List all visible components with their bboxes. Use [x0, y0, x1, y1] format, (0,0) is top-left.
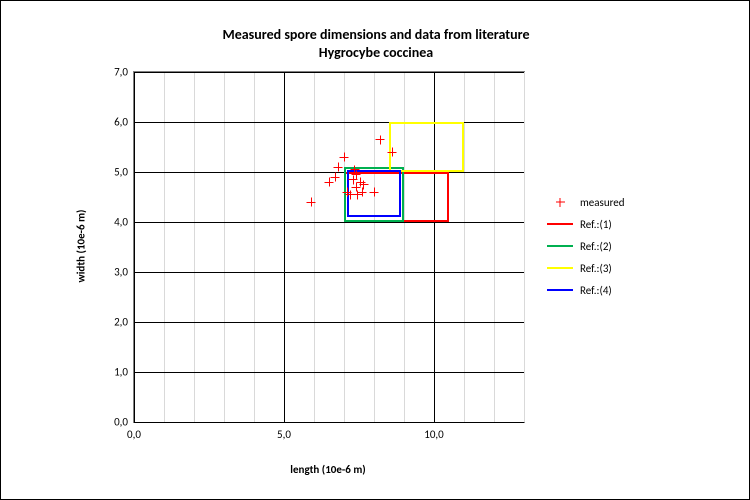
- legend-label: Ref.:(1): [580, 218, 612, 231]
- legend-item-measured: measured: [546, 191, 625, 213]
- legend: measured Ref.:(1) Ref.:(2) Ref.:(3) Ref.…: [546, 191, 625, 301]
- data-point: [376, 135, 385, 144]
- chart-frame: Measured spore dimensions and data from …: [0, 0, 750, 500]
- data-point: [359, 180, 368, 189]
- legend-item-ref4: Ref.:(4): [546, 279, 625, 301]
- chart-title: Measured spore dimensions and data from …: [51, 26, 701, 61]
- y-tick-label: 5,0: [114, 166, 128, 179]
- y-tick-label: 4,0: [114, 216, 128, 229]
- legend-item-ref1: Ref.:(1): [546, 213, 625, 235]
- data-point: [334, 163, 343, 172]
- line-icon: [546, 223, 574, 225]
- title-line-1: Measured spore dimensions and data from …: [222, 26, 529, 43]
- x-tick-label: 5,0: [277, 428, 291, 441]
- legend-label: measured: [580, 196, 625, 209]
- x-tick-label: 0,0: [127, 428, 141, 441]
- data-point: [370, 188, 379, 197]
- data-point: [307, 198, 316, 207]
- y-tick-label: 1,0: [114, 366, 128, 379]
- y-tick-label: 6,0: [114, 116, 128, 129]
- x-axis-label: length (10e-6 m): [133, 463, 523, 476]
- x-tick-label: 10,0: [424, 428, 443, 441]
- plot-area: 0,05,010,00,01,02,03,04,05,06,07,0: [133, 71, 525, 423]
- data-point: [388, 148, 397, 157]
- data-point: [331, 173, 340, 182]
- title-line-2: Hygrocybe coccinea: [319, 44, 433, 61]
- y-tick-label: 3,0: [114, 266, 128, 279]
- y-tick-label: 0,0: [114, 416, 128, 429]
- legend-item-ref2: Ref.:(2): [546, 235, 625, 257]
- chart-area: Measured spore dimensions and data from …: [51, 16, 701, 486]
- line-icon: [546, 289, 574, 291]
- legend-label: Ref.:(3): [580, 262, 612, 275]
- line-icon: [546, 267, 574, 269]
- legend-item-ref3: Ref.:(3): [546, 257, 625, 279]
- y-axis-label: width (10e-6 m): [75, 210, 88, 283]
- y-tick-label: 2,0: [114, 316, 128, 329]
- legend-label: Ref.:(4): [580, 284, 612, 297]
- ref-rect: [389, 122, 464, 172]
- data-point: [340, 153, 349, 162]
- line-icon: [546, 245, 574, 247]
- y-tick-label: 7,0: [114, 66, 128, 79]
- plus-icon: [546, 198, 574, 207]
- legend-label: Ref.:(2): [580, 240, 612, 253]
